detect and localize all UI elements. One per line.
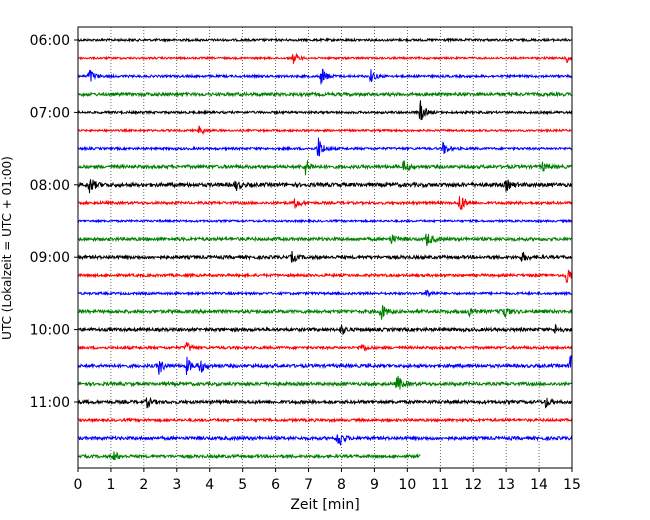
trace-row — [77, 218, 573, 224]
trace-row — [77, 100, 573, 121]
trace-row — [77, 289, 573, 297]
trace-row — [77, 233, 573, 247]
y-tick-label: 09:00 — [30, 250, 70, 266]
trace-row — [77, 434, 573, 447]
trace-row — [77, 416, 573, 424]
x-tick-label: 2 — [139, 477, 148, 493]
trace-row — [77, 304, 573, 320]
x-tick-label: 6 — [271, 477, 280, 493]
trace-row — [77, 37, 573, 43]
x-tick-label: 1 — [106, 477, 115, 493]
x-tick-label: 15 — [563, 477, 581, 493]
y-tick-label: 06:00 — [30, 33, 70, 49]
trace-row — [77, 179, 573, 194]
plot-frame — [77, 26, 573, 469]
plot-background — [78, 27, 572, 468]
x-tick-label: 10 — [398, 477, 416, 493]
x-tick-label: 7 — [304, 477, 313, 493]
seismic-traces — [77, 37, 573, 461]
trace-row — [77, 269, 573, 283]
y-tick-label: 07:00 — [30, 105, 70, 121]
y-tick-label: 08:00 — [30, 178, 70, 194]
trace-row — [77, 342, 573, 352]
x-tick-label: 3 — [172, 477, 181, 493]
x-tick-label: 9 — [370, 477, 379, 493]
trace-row — [77, 251, 573, 263]
trace-row — [77, 125, 573, 136]
trace-row — [77, 196, 573, 210]
trace-row — [77, 160, 573, 176]
trace-row — [77, 52, 573, 64]
trace-row — [77, 324, 573, 336]
trace-row — [77, 451, 421, 461]
x-tick-label: 11 — [431, 477, 449, 493]
trace-row — [77, 137, 573, 157]
trace-row — [77, 68, 573, 85]
x-tick-label: 12 — [464, 477, 482, 493]
y-tick-label: 11:00 — [30, 395, 70, 411]
x-axis-label: Zeit [min] — [290, 497, 359, 513]
x-axis-ticks: 0 1 2 3 4 5 6 7 8 9 10 11 12 13 14 15 — [74, 468, 581, 493]
x-tick-label: 0 — [74, 477, 83, 493]
x-tick-label: 8 — [337, 477, 346, 493]
trace-row — [77, 355, 573, 376]
x-tick-label: 4 — [205, 477, 214, 493]
x-tick-label: 14 — [530, 477, 548, 493]
trace-row — [77, 375, 573, 390]
trace-row — [77, 396, 573, 409]
trace-row — [77, 90, 573, 98]
x-tick-label: 13 — [497, 477, 515, 493]
x-tick-label: 5 — [238, 477, 247, 493]
y-axis-label: UTC (Lokalzeit = UTC + 01:00) — [0, 156, 14, 340]
y-tick-label: 10:00 — [30, 323, 70, 339]
y-axis-ticks: 06:00 07:00 08:00 09:00 10:00 11:00 — [30, 33, 78, 411]
